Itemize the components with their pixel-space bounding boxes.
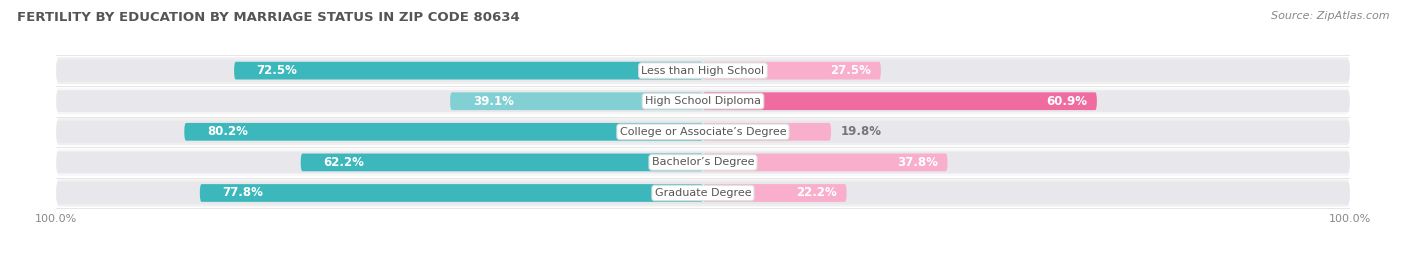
FancyBboxPatch shape — [56, 88, 1350, 115]
Text: College or Associate’s Degree: College or Associate’s Degree — [620, 127, 786, 137]
FancyBboxPatch shape — [56, 182, 1350, 204]
Text: 60.9%: 60.9% — [1046, 95, 1087, 108]
Text: Bachelor’s Degree: Bachelor’s Degree — [652, 157, 754, 167]
Text: 22.2%: 22.2% — [796, 186, 837, 200]
Text: High School Diploma: High School Diploma — [645, 96, 761, 106]
FancyBboxPatch shape — [301, 154, 703, 171]
FancyBboxPatch shape — [703, 92, 1097, 110]
Text: 80.2%: 80.2% — [207, 125, 247, 138]
FancyBboxPatch shape — [703, 154, 948, 171]
Text: 37.8%: 37.8% — [897, 156, 938, 169]
FancyBboxPatch shape — [56, 90, 1350, 112]
FancyBboxPatch shape — [56, 149, 1350, 176]
Text: 39.1%: 39.1% — [472, 95, 513, 108]
FancyBboxPatch shape — [703, 184, 846, 202]
Text: FERTILITY BY EDUCATION BY MARRIAGE STATUS IN ZIP CODE 80634: FERTILITY BY EDUCATION BY MARRIAGE STATU… — [17, 11, 520, 24]
FancyBboxPatch shape — [703, 62, 880, 80]
FancyBboxPatch shape — [450, 92, 703, 110]
FancyBboxPatch shape — [56, 57, 1350, 84]
FancyBboxPatch shape — [56, 151, 1350, 174]
Text: Less than High School: Less than High School — [641, 66, 765, 76]
Text: Source: ZipAtlas.com: Source: ZipAtlas.com — [1271, 11, 1389, 21]
FancyBboxPatch shape — [56, 60, 1350, 82]
FancyBboxPatch shape — [56, 179, 1350, 206]
FancyBboxPatch shape — [233, 62, 703, 80]
FancyBboxPatch shape — [56, 118, 1350, 145]
FancyBboxPatch shape — [184, 123, 703, 141]
Text: 19.8%: 19.8% — [841, 125, 882, 138]
Text: 77.8%: 77.8% — [222, 186, 263, 200]
Text: 62.2%: 62.2% — [323, 156, 364, 169]
FancyBboxPatch shape — [703, 123, 831, 141]
FancyBboxPatch shape — [200, 184, 703, 202]
Text: 27.5%: 27.5% — [831, 64, 872, 77]
Text: 72.5%: 72.5% — [257, 64, 298, 77]
FancyBboxPatch shape — [56, 121, 1350, 143]
Text: Graduate Degree: Graduate Degree — [655, 188, 751, 198]
